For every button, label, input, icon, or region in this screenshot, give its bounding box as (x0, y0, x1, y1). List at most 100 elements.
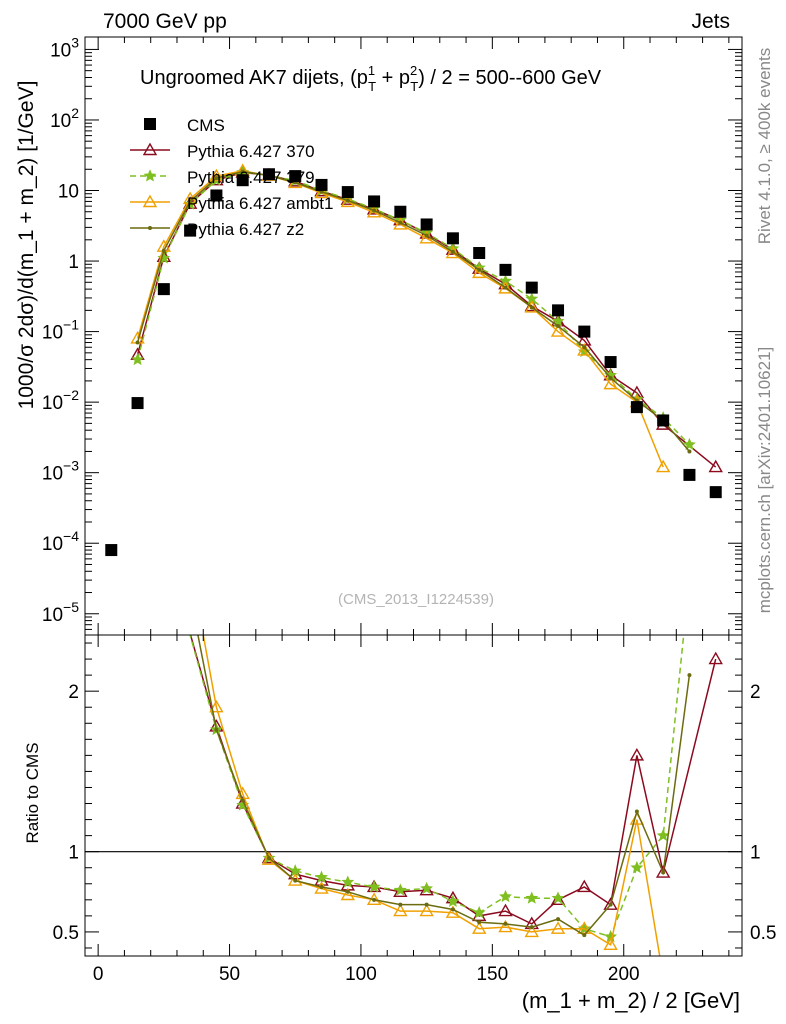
data-marker (341, 186, 354, 199)
series-marker (499, 889, 512, 903)
data-marker (630, 401, 643, 414)
series-marker (498, 280, 513, 294)
series-marker (655, 865, 671, 878)
series-marker (708, 459, 723, 473)
legend-label: Pythia 6.427 370 (187, 142, 315, 161)
series-marker (293, 878, 298, 883)
y-tick-label: 103 (50, 34, 79, 61)
series-marker (161, 248, 166, 253)
series-marker (393, 903, 408, 917)
series-marker (634, 809, 639, 814)
series-marker (398, 902, 403, 907)
series-marker (188, 199, 193, 204)
series-marker (550, 921, 566, 934)
data-marker (184, 224, 197, 237)
series-marker (577, 879, 592, 893)
series-marker (556, 917, 561, 922)
y-tick-label: 10 (58, 182, 79, 203)
data-marker (446, 232, 459, 245)
series-marker (682, 437, 696, 451)
series-marker (450, 249, 455, 254)
ratio-y-tick-label-right: 1 (750, 843, 761, 864)
ratio-line-0 (189, 635, 717, 925)
series-marker (424, 233, 429, 238)
plot-title: Ungroomed AK7 dijets, (p1 T + p2 T) / 2 = … (140, 63, 602, 94)
data-marker (105, 544, 118, 557)
y-axis-label: 1000/σ 2dσ)/d(m_1 + m_2) [1/GeV] (15, 81, 38, 410)
data-marker (473, 247, 486, 260)
series-marker (209, 168, 224, 182)
series-marker (143, 169, 157, 182)
data-marker (157, 283, 170, 296)
ratio-y-tick-label-left: 0.5 (53, 923, 79, 944)
series-marker (608, 375, 613, 380)
data-marker (262, 168, 275, 181)
series-marker (582, 345, 587, 350)
series-marker (424, 902, 429, 907)
x-tick-label: 0 (93, 964, 104, 985)
data-marker (368, 195, 381, 208)
data-marker (394, 205, 407, 218)
y-tick-label: 1 (68, 252, 79, 273)
ratio-line-3 (197, 635, 691, 937)
data-marker (578, 325, 591, 338)
series-marker (214, 727, 219, 732)
series-marker (550, 324, 566, 337)
main-frame (84, 36, 743, 636)
y-tick-label: 10−4 (42, 528, 79, 555)
series-marker (477, 920, 482, 925)
series-marker (551, 891, 565, 904)
data-marker (289, 170, 302, 183)
ratio-y-tick-label-left: 1 (68, 843, 79, 864)
series-marker (340, 887, 356, 901)
series-marker (498, 903, 513, 917)
series-marker (445, 245, 461, 259)
legend-label: Pythia 6.427 379 (187, 168, 315, 187)
series-marker (157, 251, 171, 264)
series-marker (656, 828, 670, 842)
series-marker (240, 169, 245, 174)
series-marker (687, 673, 692, 678)
series-line-0 (136, 171, 717, 468)
series-marker (420, 881, 434, 895)
series-marker (148, 226, 152, 230)
analysis-watermark: (CMS_2013_I1224539) (338, 591, 494, 608)
series-marker (445, 905, 461, 918)
data-marker (499, 263, 512, 276)
series-marker (708, 651, 723, 665)
data-marker (131, 397, 144, 410)
legend-label: Pythia 6.427 ambt1 (187, 194, 333, 213)
series-marker (341, 875, 355, 888)
series-marker (393, 884, 408, 897)
y-tick-label: 10−1 (42, 317, 79, 344)
series-line-1 (136, 171, 690, 446)
series-marker (472, 905, 486, 919)
x-axis-label: (m_1 + m_2) / 2 [GeV] (522, 988, 740, 1013)
series-marker (630, 860, 644, 874)
ratio-plot-area (85, 635, 742, 956)
series-marker (446, 894, 460, 907)
series-marker (524, 300, 539, 313)
series-marker (525, 891, 539, 904)
series-marker (582, 933, 587, 938)
data-marker (604, 356, 617, 369)
series-marker (214, 176, 219, 181)
series-marker (135, 340, 140, 345)
series-marker (315, 870, 328, 883)
header-right: Jets (691, 10, 730, 33)
series-marker (524, 924, 539, 938)
series-marker (498, 919, 513, 933)
series-marker (655, 459, 671, 473)
header-left: 7000 GeV pp (103, 10, 227, 33)
series-marker (209, 699, 224, 713)
series-marker (131, 352, 145, 366)
series-marker (419, 903, 434, 917)
series-marker (367, 880, 381, 893)
x-tick-label: 200 (608, 964, 640, 985)
axes: 0 50 100 150 20010−510−410−310−210−111010210… (42, 34, 777, 985)
series-marker (266, 856, 271, 861)
series-marker (477, 267, 482, 272)
legend-label: Pythia 6.427 z2 (187, 220, 304, 239)
ratio-frame (84, 634, 743, 957)
